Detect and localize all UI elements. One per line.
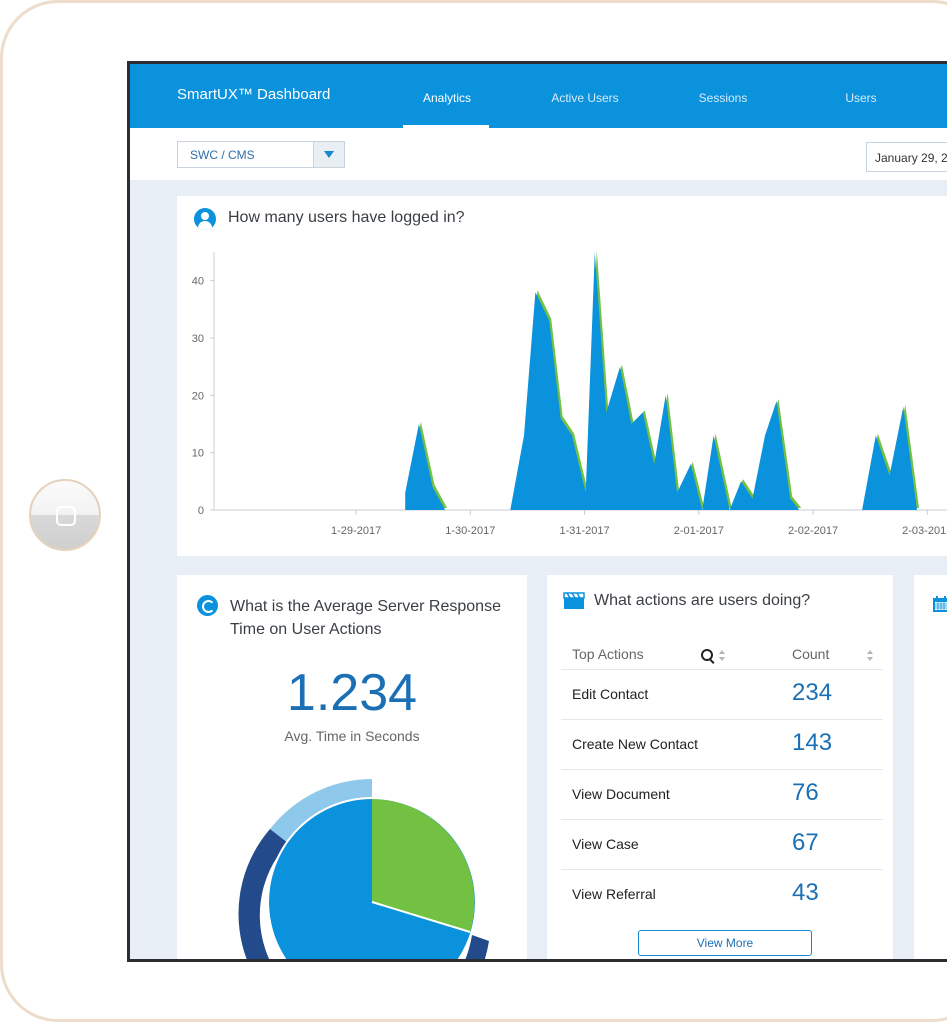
filter-bar: SWC / CMS January 29, 2 [130,128,947,180]
table-row[interactable]: View Document 76 [561,769,883,819]
refresh-icon [197,595,218,616]
date-value: January 29, 2 [875,151,947,165]
table-row[interactable]: View Case 67 [561,819,883,869]
top-bar: SmartUX™ Dashboard Analytics Active User… [130,64,947,128]
actions-card: What actions are users doing? Top Action… [547,575,893,959]
action-count: 76 [792,779,819,806]
brand-title: SmartUX™ Dashboard [177,86,331,103]
actions-card-title: What actions are users doing? [594,592,811,609]
action-name: Edit Contact [572,686,649,702]
tab-users[interactable]: Users [845,91,877,105]
source-select-toggle[interactable] [313,142,344,167]
calendar-card [914,575,947,959]
users-area-chart: 0 10 20 30 40 1-29-2017 1-30-2017 1-31-2017 2-01… [192,250,947,537]
source-select-value: SWC / CMS [190,148,255,162]
home-square-icon [56,506,76,526]
avg-response-label: Avg. Time in Seconds [284,728,420,744]
pie-outer-dark-arc [238,829,288,959]
y-tick-label: 20 [192,390,204,402]
actions-table: Edit Contact 234 Create New Contact 143 Vi… [561,669,883,919]
dashboard-screen: SmartUX™ Dashboard Analytics Active User… [127,61,947,962]
calendar-icon [933,596,947,612]
action-count: 234 [792,679,833,706]
user-icon [194,208,216,230]
action-count: 43 [792,879,819,906]
tab-sessions[interactable]: Sessions [698,91,748,105]
view-more-button[interactable]: View More [638,930,812,956]
caret-down-icon [324,151,334,158]
table-row[interactable]: Edit Contact 234 [561,669,883,719]
x-tick-label: 2-01-2017 [674,525,724,537]
col-count[interactable]: Count [792,646,830,662]
y-tick-label: 0 [198,505,204,517]
col-top-actions[interactable]: Top Actions [572,646,644,662]
search-icon[interactable] [701,649,713,661]
y-tick-label: 10 [192,448,204,460]
active-tab-underline [403,125,489,128]
table-row[interactable]: Create New Contact 143 [561,719,883,769]
pie-divider [371,901,471,933]
users-logged-in-card: How many users have logged in? 0 10 20 30 40… [177,196,947,556]
source-select[interactable]: SWC / CMS [177,141,345,168]
pie-outer-dark-arc-right [465,935,489,959]
action-name: Create New Contact [572,736,699,752]
y-tick-label: 30 [192,333,204,345]
tab-active-users[interactable]: Active Users [551,91,619,105]
x-tick-label: 2-03-2017 [902,525,947,537]
sort-count-icon[interactable] [867,650,873,662]
action-count: 143 [792,729,833,756]
area-accent-series [407,250,947,508]
area-series [405,252,947,510]
users-card-title: How many users have logged in? [228,209,465,226]
x-tick-label: 2-02-2017 [788,525,838,537]
table-row[interactable]: View Referral 43 [561,869,883,919]
response-time-card: What is the Average Server Response Time… [177,575,527,959]
sort-icon[interactable] [719,650,725,662]
action-name: View Case [572,836,639,852]
tab-analytics[interactable]: Analytics [422,91,472,105]
action-name: View Referral [572,886,656,902]
x-tick-label: 1-31-2017 [559,525,609,537]
response-card-title: What is the Average Server Response Time… [230,598,501,638]
x-tick-label: 1-30-2017 [445,525,495,537]
home-button[interactable] [29,479,101,551]
action-name: View Document [572,786,670,802]
pie-green-slice [372,799,475,932]
response-donut-chart [238,779,489,959]
date-picker[interactable]: January 29, 2 [866,142,947,172]
y-tick-label: 40 [192,276,204,288]
pie-ring [267,797,477,959]
avg-response-value: 1.234 [286,664,418,722]
clapperboard-icon [563,592,585,609]
x-tick-label: 1-29-2017 [331,525,381,537]
action-count: 67 [792,829,819,856]
